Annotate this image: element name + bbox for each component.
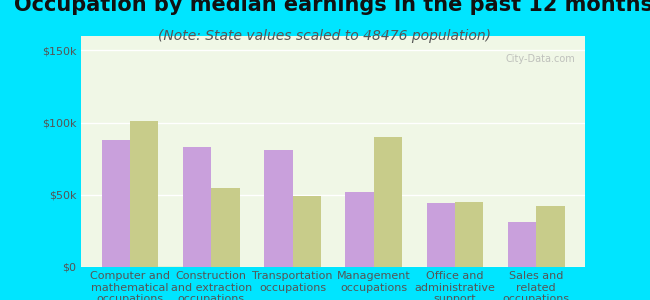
Text: (Note: State values scaled to 48476 population): (Note: State values scaled to 48476 popu…: [159, 29, 491, 43]
Title: Occupation by median earnings in the past 12 months: Occupation by median earnings in the pas…: [14, 0, 650, 15]
Bar: [536, 206, 565, 267]
Bar: [345, 192, 374, 267]
Bar: [264, 150, 292, 267]
Text: City-Data.com: City-Data.com: [505, 55, 575, 64]
Bar: [292, 196, 321, 267]
Bar: [183, 147, 211, 267]
Bar: [426, 203, 455, 267]
Bar: [211, 188, 240, 267]
Bar: [101, 140, 130, 267]
Bar: [455, 202, 484, 267]
Bar: [374, 137, 402, 267]
Bar: [130, 121, 159, 267]
Bar: [508, 222, 536, 267]
